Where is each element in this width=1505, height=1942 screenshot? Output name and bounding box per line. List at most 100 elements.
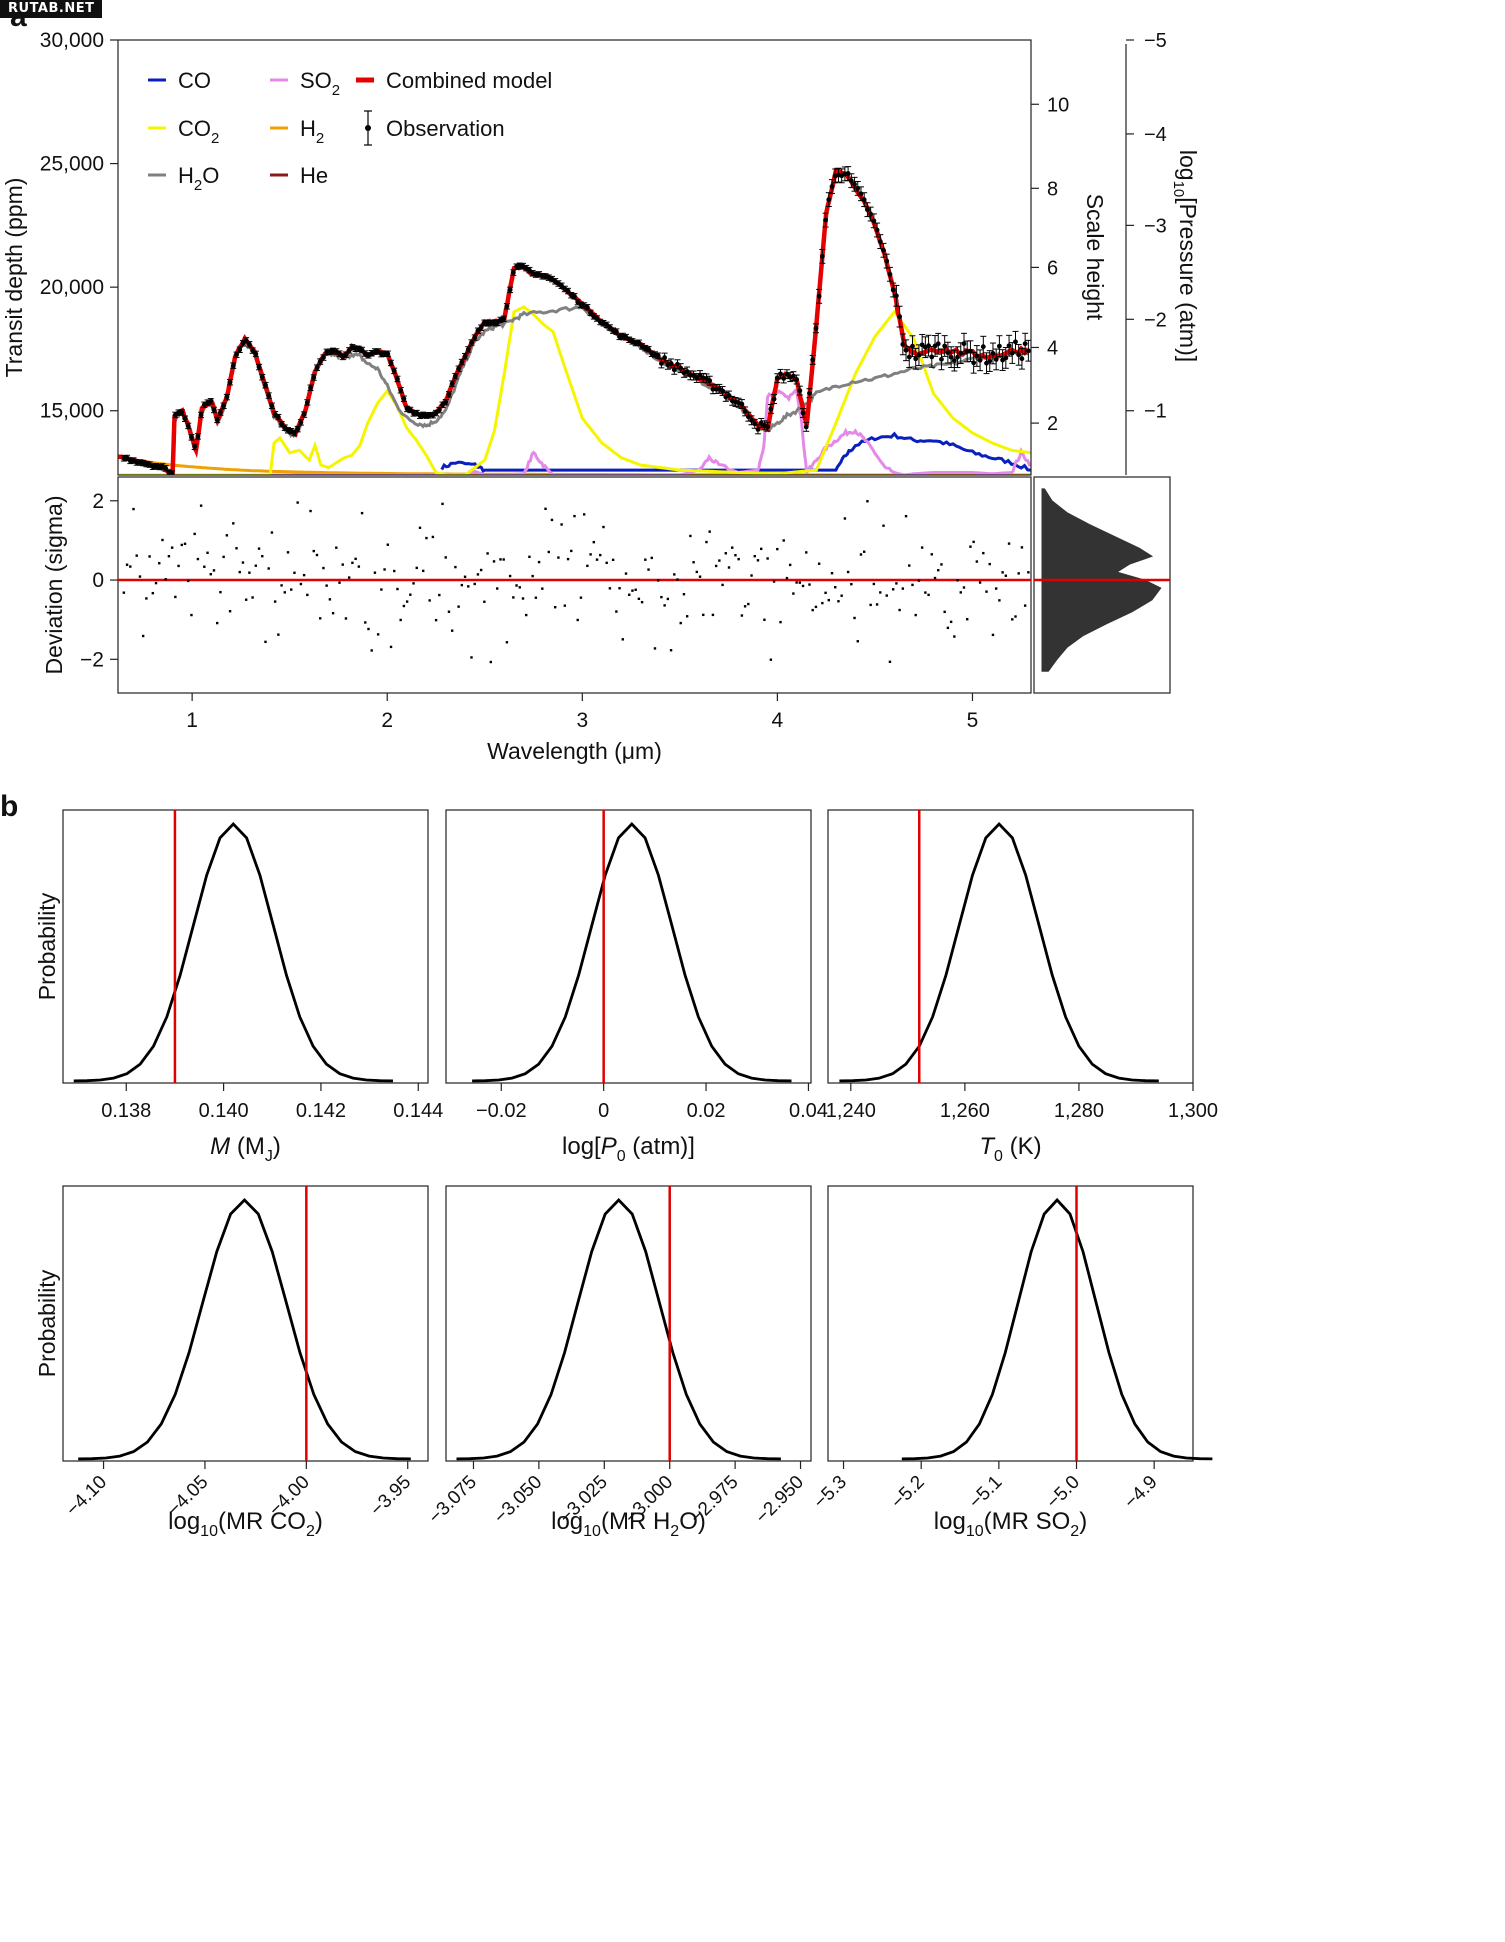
residual-point <box>576 618 579 622</box>
residual-point <box>216 621 219 625</box>
residual-point <box>473 582 476 586</box>
residual-point <box>695 570 699 574</box>
legend-label: CO2 <box>178 116 219 147</box>
residual-point <box>734 553 737 557</box>
residual-point <box>895 582 898 585</box>
posterior-x-tick-label: 1,300 <box>1168 1100 1218 1122</box>
residual-point <box>402 604 406 608</box>
residual-point <box>438 593 441 597</box>
observation-point <box>301 412 307 418</box>
residual-point <box>418 526 422 530</box>
residual-point <box>203 565 206 568</box>
residual-point <box>447 610 451 613</box>
observation-point <box>436 407 442 413</box>
residual-point <box>766 557 769 560</box>
posterior-x-tick-label: −5.0 <box>1043 1472 1084 1513</box>
observation-point <box>819 253 825 259</box>
observation-point <box>211 407 217 413</box>
observation-point <box>613 329 619 335</box>
residual-point <box>422 569 425 573</box>
observation-point <box>1013 339 1018 345</box>
observation-point <box>375 349 381 354</box>
observation-point <box>208 398 214 404</box>
posterior-x-tick-label: −3.050 <box>490 1472 546 1528</box>
residual-point <box>299 582 303 586</box>
observation-point <box>443 399 449 405</box>
residual-point <box>180 543 183 547</box>
residual-point <box>982 551 985 555</box>
observation-point <box>768 406 774 412</box>
observation-point <box>755 426 761 432</box>
observation-point <box>433 410 439 416</box>
legend-label: Observation <box>386 116 505 141</box>
residual-point <box>328 598 332 601</box>
residual-point <box>943 610 946 614</box>
residual-point <box>325 584 328 587</box>
spectrum-plot: 15,000 20,000 25,000 30,000 Transit depth (p… <box>1 29 1201 476</box>
observation-point <box>987 358 993 364</box>
observation-point <box>797 388 803 394</box>
residual-point <box>595 558 599 561</box>
observation-point <box>494 320 500 326</box>
residual-point <box>998 599 1001 602</box>
posterior-x-tick-label: −2.950 <box>752 1472 808 1528</box>
observation-point <box>813 325 819 331</box>
residual-point <box>193 532 196 536</box>
residual-point <box>582 513 586 516</box>
observation-point <box>607 325 613 330</box>
posterior-x-tick-label: 0 <box>598 1100 609 1122</box>
watermark: RUTAB.NET <box>0 0 103 18</box>
observation-point <box>707 378 713 384</box>
residual-point <box>956 579 959 582</box>
residual-point <box>628 593 631 596</box>
observation-point <box>314 365 320 371</box>
residual-point <box>544 507 547 511</box>
residual-point <box>441 502 444 506</box>
observation-point <box>224 394 230 400</box>
residual-point <box>856 640 859 643</box>
residual-point <box>679 621 682 625</box>
residual-point <box>158 562 161 565</box>
posterior-x-axis-label: log10(MR H2O) <box>551 1508 706 1540</box>
observation-point <box>636 340 642 346</box>
residual-point <box>331 611 335 615</box>
series-line-CO <box>440 431 1031 474</box>
residual-point <box>254 564 258 567</box>
residual-point <box>209 573 212 576</box>
observation-point <box>282 425 288 431</box>
residual-point <box>650 556 653 560</box>
observation-point <box>507 287 513 293</box>
residual-point <box>206 551 209 554</box>
residual-point <box>547 550 550 554</box>
residual-point <box>937 569 940 572</box>
observation-point <box>939 356 944 362</box>
residual-point <box>273 600 277 603</box>
observation-point <box>475 328 481 334</box>
residual-point <box>898 608 901 612</box>
residual-point <box>460 583 464 587</box>
observation-point <box>395 376 400 382</box>
residual-point <box>673 573 676 576</box>
residual-point <box>541 587 544 590</box>
residual-point <box>425 536 428 540</box>
observation-point <box>304 399 310 405</box>
residual-point <box>924 591 927 594</box>
observation-point <box>527 267 532 273</box>
observation-point <box>440 402 445 408</box>
observation-point <box>881 247 886 253</box>
residual-point <box>1007 542 1011 545</box>
residual-x-tick-label: 4 <box>772 709 784 732</box>
residual-point <box>167 555 171 558</box>
observation-point <box>295 426 301 432</box>
observation-point <box>800 410 806 416</box>
posterior-frame <box>445 809 812 1084</box>
y-tick-label: 20,000 <box>40 276 104 299</box>
residual-point <box>125 563 129 566</box>
residual-point <box>959 591 962 594</box>
residual-point <box>302 573 306 577</box>
residual-point <box>309 509 312 513</box>
observation-point <box>826 197 832 203</box>
residual-point <box>811 608 814 612</box>
posterior-x-tick-label: 0.144 <box>393 1100 443 1122</box>
